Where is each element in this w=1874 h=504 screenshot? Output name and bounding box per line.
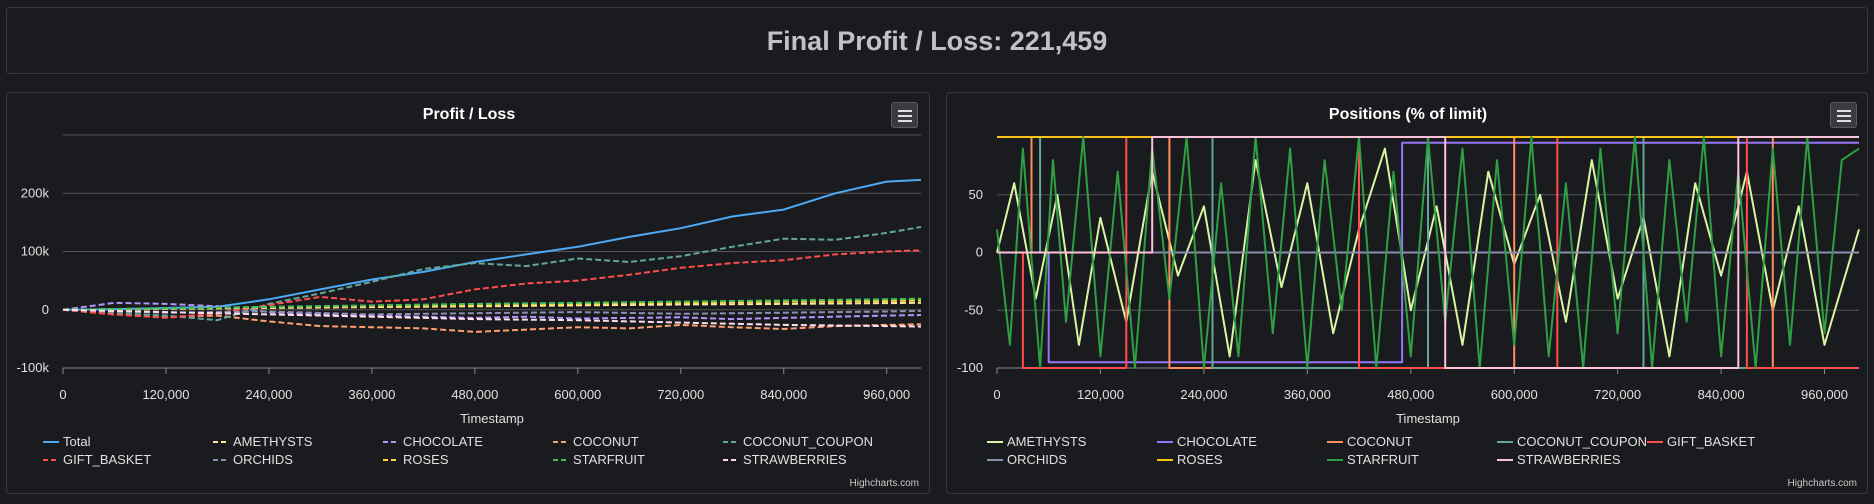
legend-label: STARFRUIT bbox=[573, 452, 645, 467]
hamburger-icon bbox=[898, 110, 912, 112]
x-tick-label: 720,000 bbox=[657, 387, 704, 402]
legend-item: Total bbox=[43, 434, 91, 449]
legend-item: ROSES bbox=[383, 452, 449, 467]
legend-item: COCONUT bbox=[553, 434, 639, 449]
legend-item: AMETHYSTS bbox=[213, 434, 313, 449]
legend-item: STRAWBERRIES bbox=[723, 452, 847, 467]
legend-label: ROSES bbox=[403, 452, 449, 467]
legend-label: CHOCOLATE bbox=[1177, 434, 1257, 449]
legend-label: AMETHYSTS bbox=[1007, 434, 1087, 449]
chart-title: Profit / Loss bbox=[423, 106, 516, 123]
legend-label: COCONUT_COUPON bbox=[1517, 434, 1647, 449]
x-tick-label: 480,000 bbox=[451, 387, 498, 402]
series-line-coconut-coupon bbox=[62, 226, 922, 322]
legend-item: STARFRUIT bbox=[1327, 452, 1419, 467]
legend-item: STRAWBERRIES bbox=[1497, 452, 1621, 467]
legend-item: ROSES bbox=[1157, 452, 1223, 467]
legend-label: STRAWBERRIES bbox=[1517, 452, 1621, 467]
legend-label: ORCHIDS bbox=[1007, 452, 1067, 467]
legend-label: GIFT_BASKET bbox=[63, 452, 151, 467]
legend-item: CHOCOLATE bbox=[1157, 434, 1257, 449]
chart-credit[interactable]: Highcharts.com bbox=[849, 478, 919, 489]
y-tick-label: 50 bbox=[969, 187, 983, 202]
legend-item: ORCHIDS bbox=[213, 452, 293, 467]
legend-label: GIFT_BASKET bbox=[1667, 434, 1755, 449]
y-tick-label: -100k bbox=[16, 360, 49, 375]
legend-label: AMETHYSTS bbox=[233, 434, 313, 449]
x-tick-label: 720,000 bbox=[1594, 387, 1641, 402]
x-tick-label: 0 bbox=[59, 387, 66, 402]
x-tick-label: 120,000 bbox=[1077, 387, 1124, 402]
x-axis-title: Timestamp bbox=[1396, 411, 1460, 426]
profit-loss-chart: Profit / Loss -100k 0 100k 200k 0 120,000 240,0… bbox=[16, 106, 922, 467]
legend-label: COCONUT_COUPON bbox=[743, 434, 873, 449]
x-tick-label: 960,000 bbox=[863, 387, 910, 402]
x-tick-label: 840,000 bbox=[1698, 387, 1745, 402]
y-tick-label: 200k bbox=[21, 185, 50, 200]
x-axis-title: Timestamp bbox=[460, 411, 524, 426]
legend-label: Total bbox=[63, 434, 91, 449]
legend-item: COCONUT bbox=[1327, 434, 1413, 449]
x-tick-label: 840,000 bbox=[760, 387, 807, 402]
legend-item: COCONUT_COUPON bbox=[723, 434, 873, 449]
y-tick-label: 0 bbox=[42, 302, 49, 317]
profit-loss-panel: Profit / Loss -100k 0 100k 200k 0 120,000 240,0… bbox=[6, 92, 930, 494]
x-tick-label: 0 bbox=[993, 387, 1000, 402]
y-tick-label: 100k bbox=[21, 244, 50, 259]
series-line-chocolate bbox=[62, 301, 922, 321]
x-tick-label: 240,000 bbox=[1180, 387, 1227, 402]
legend-item: COCONUT_COUPON bbox=[1497, 434, 1647, 449]
x-tick-label: 360,000 bbox=[1284, 387, 1331, 402]
legend-label: COCONUT bbox=[573, 434, 639, 449]
x-tick-label: 600,000 bbox=[554, 387, 601, 402]
legend-item: GIFT_BASKET bbox=[1647, 434, 1755, 449]
positions-chart: Positions (% of limit) -100 -50 0 50 0 120,000… bbox=[957, 106, 1860, 467]
x-tick-label: 480,000 bbox=[1387, 387, 1434, 402]
final-profit-loss-title: Final Profit / Loss: 221,459 bbox=[766, 26, 1108, 56]
series-line-coconut bbox=[62, 308, 922, 333]
legend-item: ORCHIDS bbox=[987, 452, 1067, 467]
summary-header: Final Profit / Loss: 221,459 bbox=[6, 7, 1868, 74]
legend-item: CHOCOLATE bbox=[383, 434, 483, 449]
legend-label: STRAWBERRIES bbox=[743, 452, 847, 467]
y-tick-label: -100 bbox=[957, 360, 983, 375]
y-tick-label: 0 bbox=[976, 245, 983, 260]
legend-label: ORCHIDS bbox=[233, 452, 293, 467]
x-tick-label: 240,000 bbox=[245, 387, 292, 402]
legend-label: CHOCOLATE bbox=[403, 434, 483, 449]
chart-menu-button[interactable] bbox=[1830, 102, 1857, 128]
legend-item: GIFT_BASKET bbox=[43, 452, 151, 467]
x-tick-label: 600,000 bbox=[1491, 387, 1538, 402]
legend-label: COCONUT bbox=[1347, 434, 1413, 449]
series-line-strawberries bbox=[997, 136, 1859, 369]
series-line-starfruit bbox=[996, 136, 1860, 369]
series-line-starfruit bbox=[62, 297, 922, 311]
series-line-orchids bbox=[62, 308, 922, 316]
chart-title: Positions (% of limit) bbox=[1329, 106, 1487, 123]
x-tick-label: 960,000 bbox=[1801, 387, 1848, 402]
series-line-total bbox=[62, 178, 922, 311]
y-tick-label: -50 bbox=[964, 302, 983, 317]
series-line-strawberries bbox=[62, 308, 922, 328]
legend-label: STARFRUIT bbox=[1347, 452, 1419, 467]
x-tick-label: 360,000 bbox=[348, 387, 395, 402]
series-line-amethysts bbox=[996, 147, 1860, 358]
x-tick-label: 120,000 bbox=[142, 387, 189, 402]
chart-menu-button[interactable] bbox=[891, 102, 918, 128]
chart-credit[interactable]: Highcharts.com bbox=[1787, 478, 1857, 489]
positions-panel: Positions (% of limit) -100 -50 0 50 0 120,000… bbox=[946, 92, 1868, 494]
hamburger-icon bbox=[1837, 110, 1851, 112]
legend-item: STARFRUIT bbox=[553, 452, 645, 467]
legend-label: ROSES bbox=[1177, 452, 1223, 467]
legend-item: AMETHYSTS bbox=[987, 434, 1087, 449]
